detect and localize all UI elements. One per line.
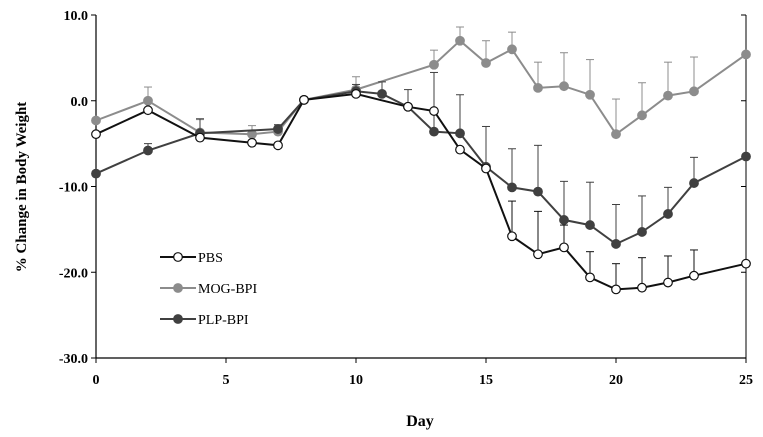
- data-point: [195, 132, 205, 143]
- data-point: [689, 270, 699, 281]
- x-axis-ticks: 0 5 10 15 20 25: [93, 358, 753, 388]
- x-axis-label: Day: [406, 413, 434, 430]
- series-line: [95, 92, 747, 291]
- data-point: [559, 242, 569, 253]
- y-tick-label: 0.0: [71, 95, 89, 110]
- data-point: [585, 89, 595, 100]
- data-point: [429, 126, 439, 137]
- legend-item: MOG-BPI: [160, 282, 257, 297]
- legend-marker: [173, 252, 183, 262]
- data-point: [377, 88, 387, 99]
- data-point: [637, 227, 647, 237]
- series-line: [95, 90, 747, 246]
- series-pbs: [91, 88, 751, 295]
- data-point: [741, 258, 751, 269]
- data-point: [403, 101, 413, 112]
- y-tick-label: -10.0: [59, 181, 88, 196]
- x-tick-label: 10: [349, 373, 363, 388]
- data-point: [611, 129, 621, 140]
- data-point: [663, 209, 673, 219]
- legend-label: PLP-BPI: [198, 313, 249, 328]
- data-point: [507, 231, 517, 242]
- data-point: [91, 129, 101, 140]
- y-axis-ticks: 10.0 0.0 -10.0 -20.0 -30.0: [59, 9, 746, 367]
- data-point: [559, 215, 569, 225]
- data-point: [455, 144, 465, 155]
- legend-label: PBS: [198, 251, 223, 266]
- data-point: [273, 140, 283, 151]
- data-point: [143, 95, 153, 106]
- data-point: [533, 186, 543, 197]
- series-mog-bpi: [91, 26, 751, 140]
- x-tick-label: 5: [223, 373, 230, 388]
- data-point: [741, 151, 751, 162]
- data-point: [143, 145, 153, 156]
- legend-marker: [173, 314, 183, 324]
- data-point: [663, 277, 673, 288]
- legend-marker: [173, 283, 183, 293]
- y-axis-label: % Change in Body Weight: [14, 102, 30, 273]
- data-point: [637, 110, 647, 121]
- series-layer: [91, 26, 751, 295]
- data-point: [663, 90, 673, 101]
- data-point: [585, 272, 595, 283]
- data-point: [741, 49, 751, 60]
- y-tick-label: -20.0: [59, 266, 88, 281]
- legend-item: PLP-BPI: [160, 313, 249, 328]
- data-point: [611, 284, 621, 295]
- data-point: [559, 81, 569, 92]
- data-point: [611, 239, 621, 249]
- x-tick-label: 25: [739, 373, 753, 388]
- data-point: [143, 105, 153, 116]
- data-point: [429, 59, 439, 70]
- legend-label: MOG-BPI: [198, 282, 257, 297]
- data-point: [455, 35, 465, 46]
- data-point: [481, 163, 491, 174]
- x-tick-label: 0: [93, 373, 100, 388]
- data-point: [533, 82, 543, 93]
- y-tick-label: 10.0: [64, 9, 89, 24]
- plot-frame: [95, 15, 747, 359]
- data-point: [91, 168, 101, 179]
- data-point: [299, 94, 309, 105]
- data-point: [273, 124, 283, 134]
- y-tick-label: -30.0: [59, 352, 88, 367]
- legend: PBS MOG-BPI PLP-BPI: [160, 251, 257, 328]
- data-point: [455, 128, 465, 139]
- data-point: [689, 178, 699, 188]
- legend-item: PBS: [160, 251, 223, 266]
- data-point: [247, 137, 257, 148]
- data-point: [507, 44, 517, 55]
- data-point: [585, 220, 595, 230]
- data-point: [533, 249, 543, 260]
- data-point: [429, 106, 439, 116]
- data-point: [351, 88, 361, 99]
- data-point: [507, 182, 517, 193]
- series-plp-bpi: [91, 71, 751, 249]
- data-point: [91, 115, 101, 126]
- x-tick-label: 20: [609, 373, 623, 388]
- data-point: [689, 86, 699, 97]
- data-point: [637, 282, 647, 293]
- x-tick-label: 15: [479, 373, 493, 388]
- data-point: [481, 58, 491, 68]
